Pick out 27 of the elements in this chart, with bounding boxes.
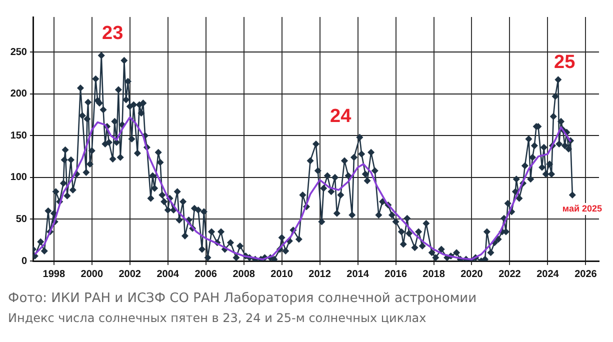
x-tick-label: 2010 xyxy=(270,268,294,280)
text: Фото: ИКИ РАН и ИСЗФ СО РАН Лаборатория солнечной астрономии xyxy=(8,291,478,306)
y-tick-label: 250 xyxy=(10,46,28,58)
x-tick-label: 1998 xyxy=(42,268,66,280)
annotation: 25 xyxy=(554,52,576,73)
x-tick-label: 2006 xyxy=(194,268,218,280)
x-tick-label: 2022 xyxy=(498,268,522,280)
y-tick-label: 50 xyxy=(16,214,28,225)
x-tick-label: 2008 xyxy=(232,268,256,280)
y-tick-label: 0 xyxy=(21,256,28,267)
y-tick-label: 200 xyxy=(10,88,28,100)
x-tick-label: 2026 xyxy=(574,268,598,280)
x-tick-label: 2018 xyxy=(422,268,446,280)
y-tick-label: 150 xyxy=(10,130,28,142)
x-tick-label: 2012 xyxy=(308,268,332,280)
annotation: 23 xyxy=(102,23,124,44)
x-tick-label: 2020 xyxy=(460,268,484,280)
text: Индекс числа солнечных пятен в 23, 24 и 25-м солнечных циклах xyxy=(8,311,428,325)
x-tick-label: 2000 xyxy=(80,268,104,280)
x-tick-label: 2016 xyxy=(384,268,408,280)
annotation: май 2025 xyxy=(562,203,602,214)
x-tick-label: 2014 xyxy=(346,268,370,280)
y-tick-label: 100 xyxy=(10,172,28,184)
annotation: 24 xyxy=(330,106,352,127)
x-tick-label: 2002 xyxy=(118,268,142,280)
x-tick-label: 2024 xyxy=(536,268,560,280)
x-tick-label: 2004 xyxy=(156,268,180,280)
